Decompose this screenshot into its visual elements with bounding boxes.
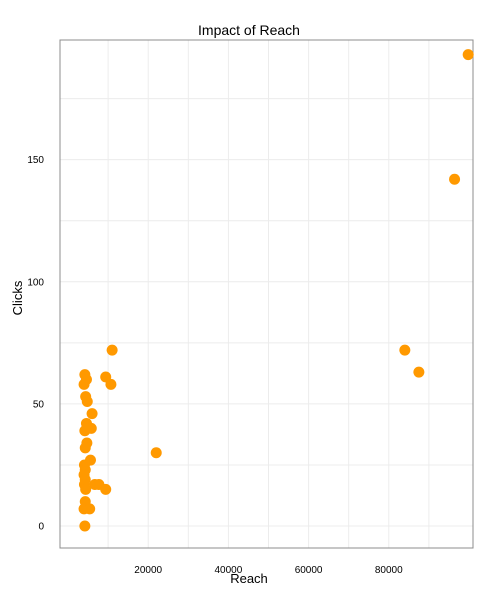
chart-title: Impact of Reach [198,22,300,38]
y-tick-label: 50 [33,399,45,410]
data-point [449,173,461,185]
x-tick-label: 20000 [134,565,162,576]
data-point [399,344,411,356]
x-axis-label: Reach [230,571,268,586]
data-point [79,442,91,454]
y-tick-labels: 0 50 100 150 [27,155,44,532]
data-point [81,395,93,407]
data-point [150,447,162,459]
data-point [79,520,91,532]
grid-lines [60,40,473,548]
x-tick-labels: 20000 40000 60000 80000 [134,565,403,576]
y-tick-label: 150 [27,155,44,166]
data-point [106,344,118,356]
x-tick-label: 80000 [375,565,403,576]
y-tick-label: 0 [38,522,44,533]
x-tick-label: 40000 [215,565,243,576]
data-point [462,49,474,61]
x-tick-label: 60000 [295,565,323,576]
data-point [100,483,112,495]
data-point [413,366,425,378]
data-points [78,49,474,532]
data-point [105,378,117,390]
data-point [86,408,98,420]
data-point [79,425,91,437]
data-point [84,503,96,515]
plot-panel [59,39,474,549]
y-axis-label: Clicks [10,280,25,315]
y-tick-label: 100 [27,277,44,288]
data-point [80,483,92,495]
data-point [78,378,90,390]
